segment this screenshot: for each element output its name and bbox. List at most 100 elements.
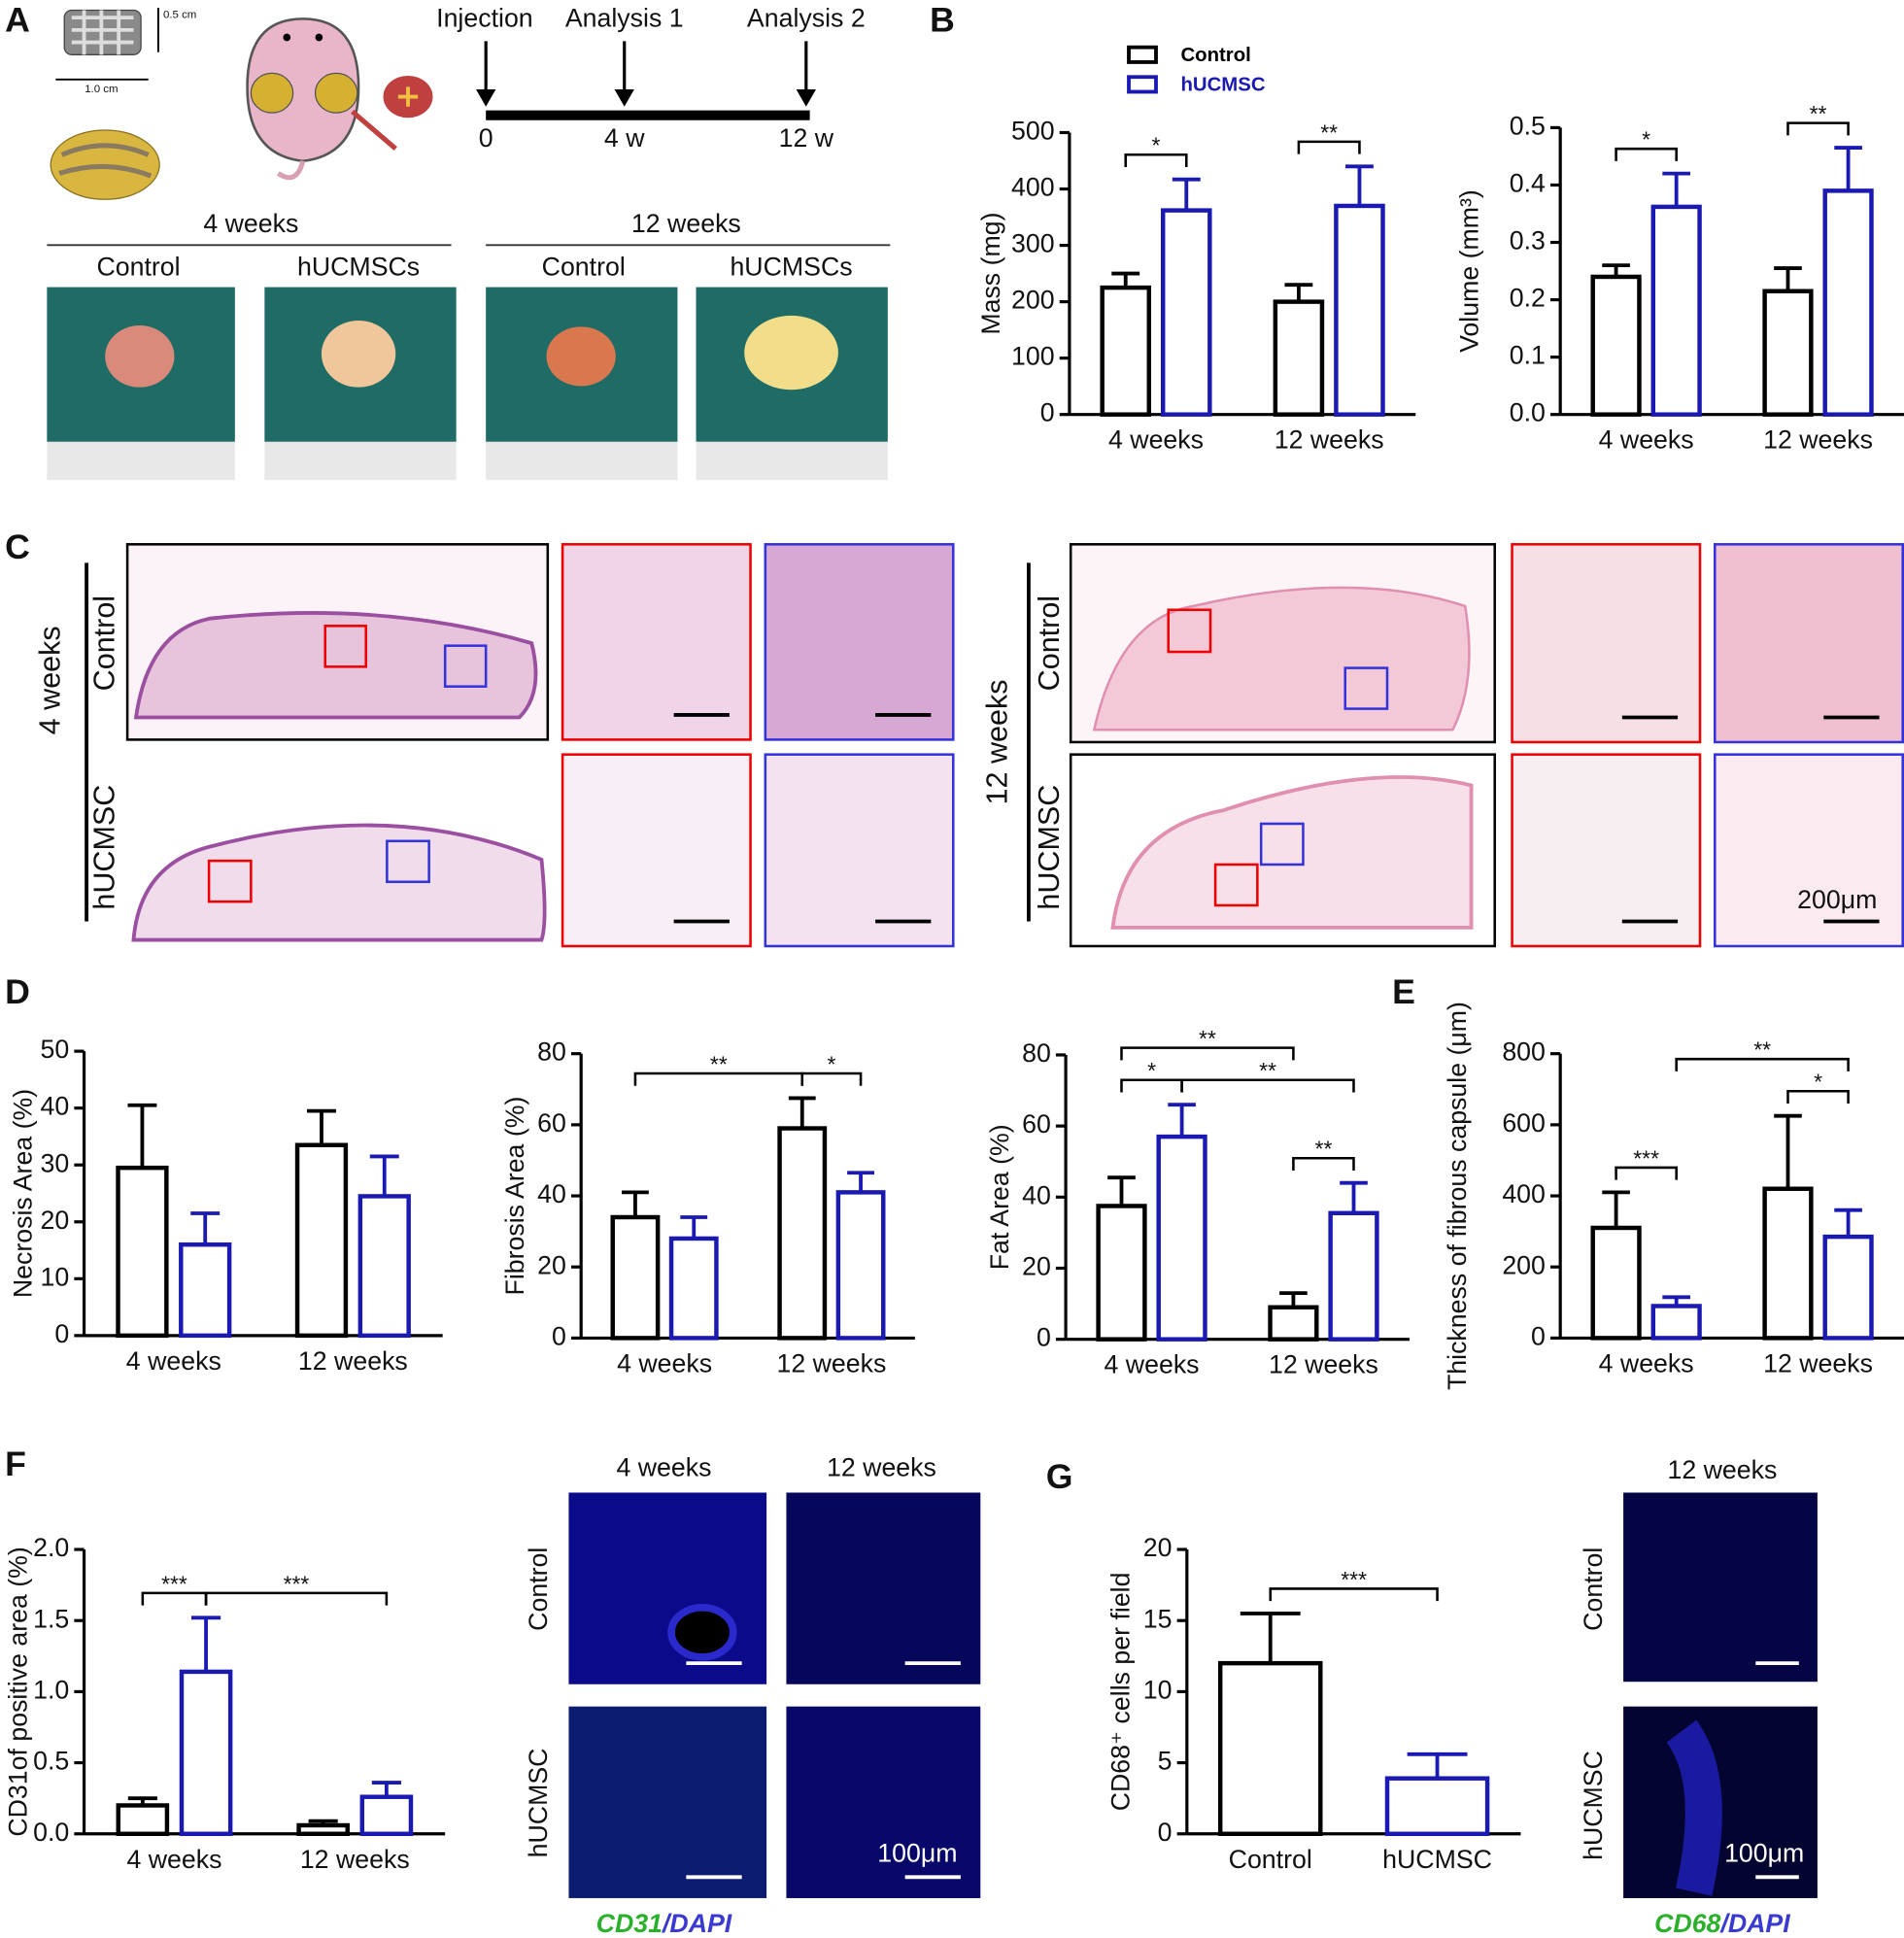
x-tick-label: 12 weeks xyxy=(1763,425,1873,455)
y-tick-label: 600 xyxy=(1502,1108,1546,1138)
panel-letter: D xyxy=(5,972,30,1011)
significance-bracket xyxy=(1675,1057,1850,1071)
legend-label: Control xyxy=(1180,45,1250,66)
significance-label: *** xyxy=(161,1571,187,1596)
y-tick-label: 0.5 xyxy=(1510,111,1546,140)
y-tick-label: 0 xyxy=(1040,398,1055,427)
significance-label: * xyxy=(1642,127,1650,153)
group-label: 12 weeks xyxy=(631,209,741,238)
y-tick-label: 0 xyxy=(1037,1323,1051,1352)
row-label: Control xyxy=(1033,595,1066,691)
bar xyxy=(1650,1304,1702,1341)
timeline-tick: 12 w xyxy=(779,123,834,153)
x-tick-label: 12 weeks xyxy=(1275,425,1384,455)
y-tick-label: 0.0 xyxy=(1510,398,1546,427)
significance-bracket xyxy=(1786,121,1850,136)
significance-bracket xyxy=(633,1071,804,1086)
y-tick-label: 50 xyxy=(41,1035,70,1064)
stain-label: CD68/DAPI xyxy=(1654,1909,1790,1938)
significance-label: ** xyxy=(710,1051,728,1076)
panel-letter: G xyxy=(1046,1457,1073,1496)
bar xyxy=(294,1142,349,1339)
y-tick-label: 40 xyxy=(41,1092,70,1121)
y-axis-label: Necrosis Area (%) xyxy=(9,1089,38,1298)
y-tick-label: 20 xyxy=(1022,1252,1051,1281)
scaffold-drawing: 0.5 cm 1.0 cm xyxy=(50,7,196,200)
timeline-tick: 0 xyxy=(479,123,493,153)
y-axis-label: CD31of positive area (%) xyxy=(3,1547,32,1836)
x-tick-label: 12 weeks xyxy=(776,1348,886,1377)
y-tick-label: 20 xyxy=(1143,1533,1173,1562)
legend-label: hUCMSC xyxy=(1180,75,1265,96)
x-tick-label: 12 weeks xyxy=(298,1346,408,1376)
significance-bracket xyxy=(1120,1046,1295,1061)
y-tick-label: 800 xyxy=(1502,1037,1546,1067)
group-label: 12 weeks xyxy=(980,679,1013,804)
significance-bracket xyxy=(1269,1587,1439,1602)
significance-bracket xyxy=(1615,147,1678,161)
y-tick-label: 15 xyxy=(1143,1604,1173,1633)
y-axis-label: Volume (mm³) xyxy=(1455,189,1484,353)
column-label: hUCMSCs xyxy=(297,253,420,282)
bar xyxy=(1822,188,1874,417)
x-tick-label: 12 weeks xyxy=(1763,1348,1873,1377)
column-label: 12 weeks xyxy=(827,1452,936,1481)
panel-letter: C xyxy=(5,527,30,566)
y-tick-label: 80 xyxy=(1022,1038,1051,1068)
significance-label: * xyxy=(1147,1058,1156,1083)
x-tick-label: 12 weeks xyxy=(1269,1350,1378,1379)
bar xyxy=(1762,1186,1814,1341)
y-tick-label: 40 xyxy=(537,1179,566,1208)
bar xyxy=(1156,1134,1207,1342)
bar xyxy=(1384,1776,1490,1837)
dimension-label: 0.5 cm xyxy=(163,10,196,21)
y-tick-label: 300 xyxy=(1011,229,1055,258)
significance-bracket xyxy=(1124,153,1188,167)
y-tick-label: 10 xyxy=(1143,1675,1173,1704)
column-label: hUCMSCs xyxy=(730,253,852,282)
stain-name: CD68 xyxy=(1654,1909,1720,1938)
y-tick-label: 0.2 xyxy=(1510,284,1546,313)
row-label: hUCMSC xyxy=(88,785,121,910)
x-tick-label: Control xyxy=(1229,1845,1312,1874)
bar xyxy=(1650,204,1702,417)
y-tick-label: 400 xyxy=(1011,173,1055,202)
y-tick-label: 0 xyxy=(1531,1321,1546,1350)
stain-label: CD31/DAPI xyxy=(596,1909,732,1938)
significance-label: *** xyxy=(284,1571,310,1596)
significance-label: *** xyxy=(1341,1567,1367,1592)
timeline: Injection Analysis 1 Analysis 2 0 4 w 12… xyxy=(436,4,866,153)
timeline-label: Injection xyxy=(436,4,533,33)
y-tick-label: 0.5 xyxy=(33,1747,69,1776)
y-tick-label: 80 xyxy=(537,1037,566,1067)
bar xyxy=(179,1241,232,1339)
fluorescence-panel: 4 weeks 12 weeks Control hUCMSC 100μm CD… xyxy=(524,1452,981,1938)
stain-name: /DAPI xyxy=(662,1909,732,1938)
scale-bar-label: 200μm xyxy=(1797,885,1877,914)
row-label: hUCMSC xyxy=(524,1749,553,1858)
bar xyxy=(116,1803,170,1836)
row-label: Control xyxy=(524,1547,553,1631)
y-tick-label: 5 xyxy=(1158,1747,1173,1776)
y-tick-label: 0 xyxy=(1158,1818,1173,1847)
bar xyxy=(179,1669,233,1837)
y-tick-label: 30 xyxy=(41,1148,70,1177)
bar xyxy=(1762,289,1814,417)
y-axis-label: CD68⁺ cells per field xyxy=(1106,1573,1136,1812)
x-tick-label: 4 weeks xyxy=(126,1346,221,1376)
panel-letter: F xyxy=(5,1445,26,1483)
x-tick-label: 4 weeks xyxy=(1105,1350,1200,1379)
panel-letter: A xyxy=(5,1,30,40)
scale-bar-label: 100μm xyxy=(877,1838,957,1867)
panel-letter: B xyxy=(930,1,955,40)
significance-label: ** xyxy=(1315,1137,1333,1162)
bar xyxy=(1273,299,1325,417)
y-tick-label: 10 xyxy=(41,1262,70,1291)
significance-label: * xyxy=(1152,133,1161,158)
photo-grid: 4 weeks 12 weeks Control hUCMSCs Control… xyxy=(47,209,891,481)
row-label: Control xyxy=(88,595,121,691)
bar xyxy=(1100,285,1152,417)
x-tick-label: 4 weeks xyxy=(1108,425,1204,455)
